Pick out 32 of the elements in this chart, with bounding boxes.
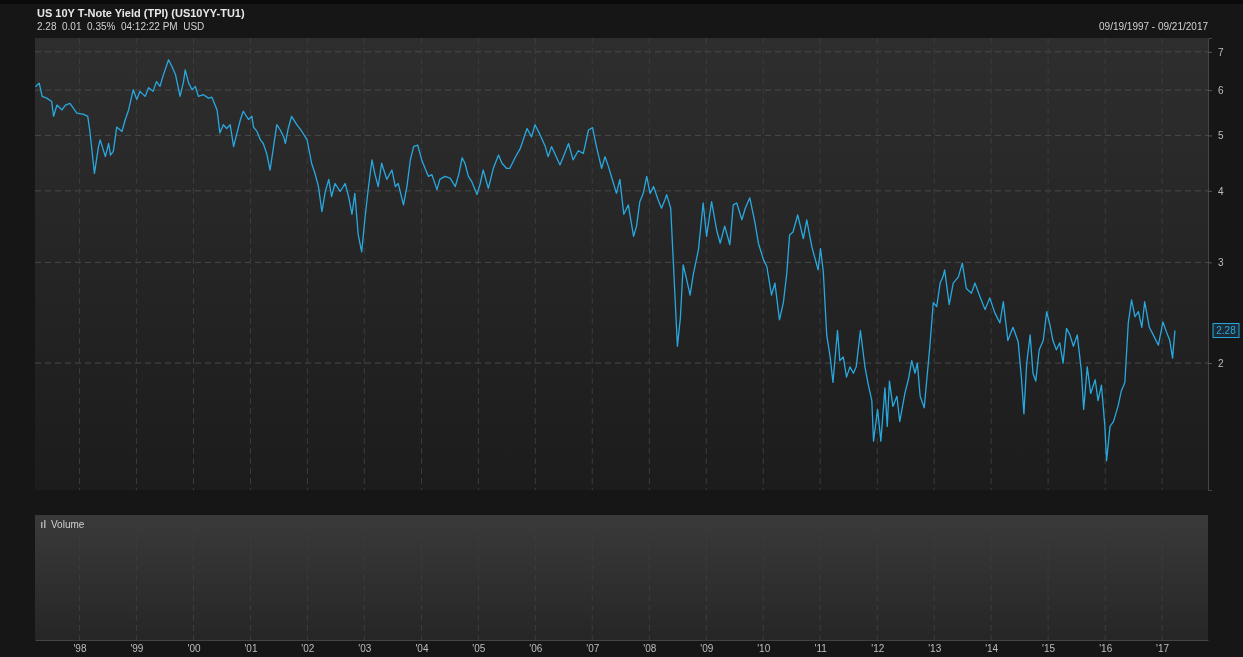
x-tick-label: '15 (1042, 643, 1056, 655)
chart-title: US 10Y T-Note Yield (TPI) (US10YY-TU1) (37, 7, 245, 19)
y2-tick-label: 4 (1218, 185, 1224, 197)
x-tick-label: '16 (1099, 643, 1113, 655)
x-tick-label: '07 (586, 643, 600, 655)
y2-tick-label: 6 (1218, 84, 1224, 96)
y2-tick-label: 2 (1218, 357, 1224, 369)
line-series (35, 59, 1176, 462)
x-tick-label: '00 (187, 643, 201, 655)
text: 09/19/1997 - 09/21/2017 (1099, 21, 1209, 32)
text: 2.28 (1216, 325, 1237, 337)
x-tick-label: '06 (529, 643, 543, 655)
text: Volume (51, 519, 85, 530)
x-tick-label: '11 (814, 643, 828, 655)
x-tick-label: '09 (700, 643, 714, 655)
y2-tick-label: 5 (1218, 130, 1224, 142)
x-tick-label: '04 (415, 643, 429, 655)
x-tick-label: '13 (928, 643, 942, 655)
x-tick-label: '98 (73, 643, 87, 655)
x-tick-label: '10 (757, 643, 771, 655)
x-tick-label: '99 (130, 643, 144, 655)
x-tick-label: '17 (1156, 643, 1170, 655)
x-tick-label: '08 (643, 643, 657, 655)
y2-tick-label: 7 (1218, 46, 1224, 58)
x-tick-label: '14 (985, 643, 999, 655)
y2-tick-label: 3 (1218, 257, 1224, 269)
chart-subtitle: 2.28 0.01 0.35% 04:12:22 PM USD (37, 21, 205, 32)
x-tick-label: '01 (244, 643, 258, 655)
x-tick-label: '12 (871, 643, 885, 655)
x-tick-label: '02 (301, 643, 315, 655)
x-tick-label: '05 (472, 643, 486, 655)
x-tick-label: '03 (358, 643, 372, 655)
